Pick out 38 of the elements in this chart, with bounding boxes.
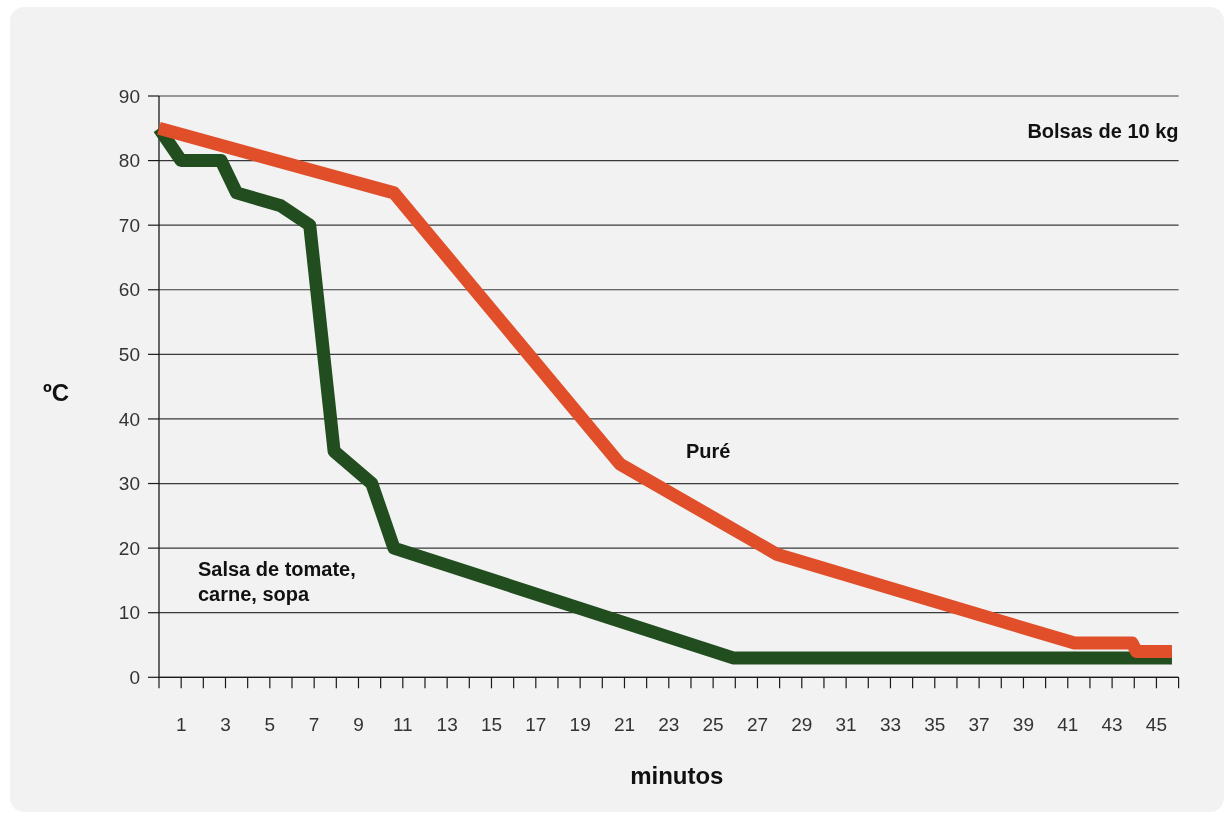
x-tick-label: 33 [879, 713, 902, 735]
y-tick-label: 70 [118, 214, 140, 236]
x-tick-label: 41 [1057, 713, 1079, 735]
y-tick-label: 60 [118, 279, 140, 301]
x-tick-label: 31 [835, 713, 857, 735]
y-tick-label: 20 [118, 537, 140, 559]
x-tick-label: 37 [968, 713, 990, 735]
x-tick-label: 35 [924, 713, 946, 735]
x-tick-label: 27 [746, 713, 769, 735]
x-tick-label: 29 [791, 713, 813, 735]
x-tick-label: 15 [480, 713, 503, 735]
x-tick-label: 11 [392, 713, 413, 735]
y-tick-label: 90 [118, 85, 140, 107]
y-tick-label: 80 [118, 150, 140, 172]
x-tick-label: 25 [702, 713, 724, 735]
y-tick-label: 10 [118, 602, 140, 624]
y-tick-label: 50 [118, 344, 140, 366]
x-tick-label: 7 [308, 713, 320, 735]
x-tick-label: 21 [613, 713, 636, 735]
y-tick-label: 0 [129, 666, 140, 688]
x-tick-label: 1 [175, 713, 187, 735]
y-axis-title: ºC [42, 379, 70, 407]
x-tick-label: 43 [1101, 713, 1123, 735]
x-tick-label: 19 [569, 713, 591, 735]
series-label: Salsa de tomate, carne, sopa [197, 558, 356, 606]
x-tick-label: 17 [525, 713, 547, 735]
y-tick-label: 40 [118, 408, 140, 430]
x-tick-label: 13 [436, 713, 458, 735]
x-tick-label: 9 [353, 713, 364, 735]
x-tick-label: 3 [220, 713, 231, 735]
x-tick-label: 5 [264, 713, 276, 735]
series-label: Puré [686, 440, 731, 463]
annotation: Bolsas de 10 kg [1027, 120, 1179, 142]
x-tick-label: 39 [1012, 713, 1035, 735]
y-tick-label: 30 [118, 473, 140, 495]
x-tick-label: 23 [658, 713, 680, 735]
x-axis-title: minutos [630, 762, 724, 790]
x-tick-label: 45 [1145, 713, 1168, 735]
